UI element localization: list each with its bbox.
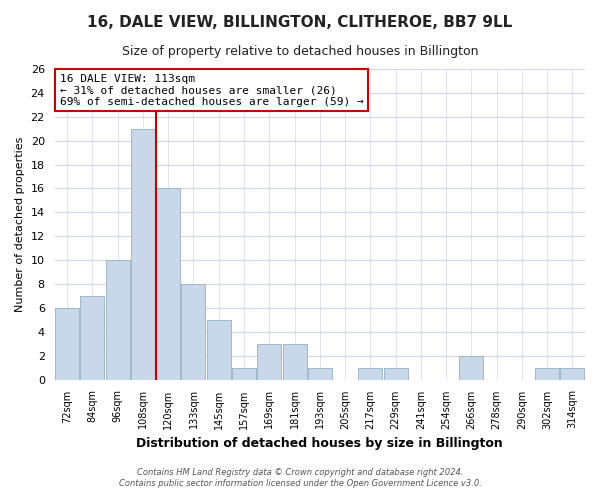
Bar bbox=[257, 344, 281, 380]
Y-axis label: Number of detached properties: Number of detached properties bbox=[15, 136, 25, 312]
Bar bbox=[131, 128, 155, 380]
Bar bbox=[181, 284, 205, 380]
Bar bbox=[383, 368, 407, 380]
Bar bbox=[106, 260, 130, 380]
Text: Contains HM Land Registry data © Crown copyright and database right 2024.
Contai: Contains HM Land Registry data © Crown c… bbox=[119, 468, 481, 487]
Bar bbox=[308, 368, 332, 380]
Bar bbox=[207, 320, 231, 380]
Bar bbox=[560, 368, 584, 380]
Bar bbox=[156, 188, 180, 380]
Bar bbox=[358, 368, 382, 380]
Bar bbox=[232, 368, 256, 380]
X-axis label: Distribution of detached houses by size in Billington: Distribution of detached houses by size … bbox=[136, 437, 503, 450]
Bar bbox=[535, 368, 559, 380]
Bar bbox=[460, 356, 484, 380]
Text: Size of property relative to detached houses in Billington: Size of property relative to detached ho… bbox=[122, 45, 478, 58]
Bar bbox=[80, 296, 104, 380]
Text: 16 DALE VIEW: 113sqm
← 31% of detached houses are smaller (26)
69% of semi-detac: 16 DALE VIEW: 113sqm ← 31% of detached h… bbox=[60, 74, 364, 107]
Text: 16, DALE VIEW, BILLINGTON, CLITHEROE, BB7 9LL: 16, DALE VIEW, BILLINGTON, CLITHEROE, BB… bbox=[88, 15, 512, 30]
Bar bbox=[55, 308, 79, 380]
Bar bbox=[283, 344, 307, 380]
